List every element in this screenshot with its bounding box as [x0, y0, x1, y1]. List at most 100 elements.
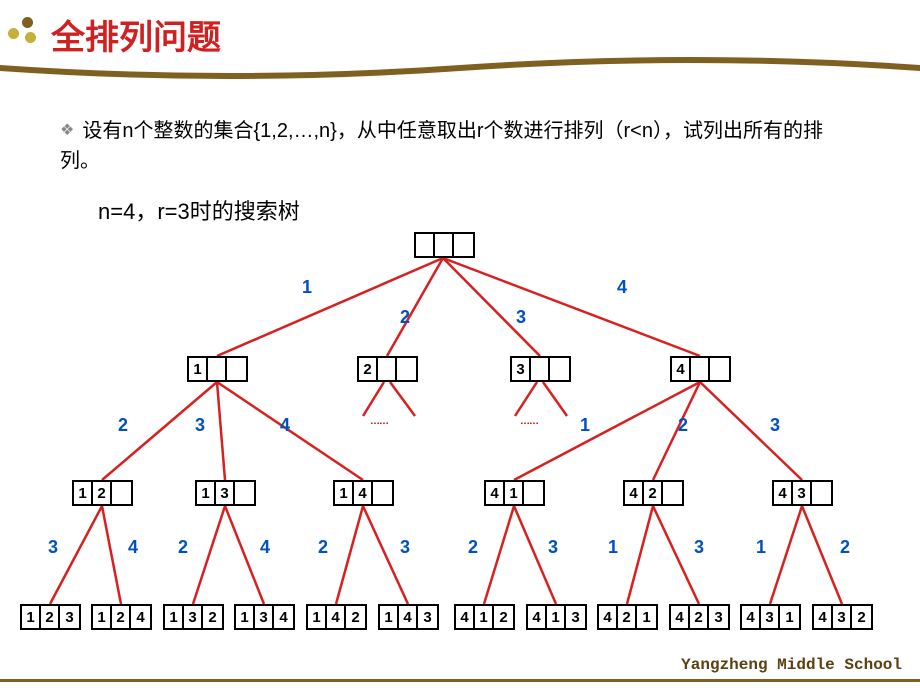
tree-cell	[112, 482, 131, 504]
tree-cell: 4	[456, 606, 475, 628]
edge-label: 2	[840, 537, 850, 558]
tree-cell	[378, 358, 397, 380]
tree-node: 431	[740, 604, 801, 630]
tree-node: 1	[187, 356, 248, 382]
edge-label: 1	[580, 415, 590, 436]
tree-cell: 4	[327, 606, 346, 628]
tree-cell	[373, 482, 392, 504]
tree-cell: 1	[380, 606, 399, 628]
tree-cell: 3	[216, 482, 235, 504]
tree-node: 142	[306, 604, 367, 630]
edge-label: 1	[608, 537, 618, 558]
tree-cell	[397, 358, 416, 380]
slide-content: ❖ 设有n个整数的集合{1,2,…,n}，从中任意取出r个数进行排列（r<n），…	[0, 68, 920, 651]
tree-cell: 4	[486, 482, 505, 504]
tree-cell	[208, 358, 227, 380]
tree-cell: 4	[399, 606, 418, 628]
tree-cell: 1	[165, 606, 184, 628]
tree-cell: 3	[184, 606, 203, 628]
tree-cell: 1	[505, 482, 524, 504]
tree-cell: 4	[671, 606, 690, 628]
tree-cell: 1	[93, 606, 112, 628]
edge-label: 4	[128, 537, 138, 558]
tree-node	[414, 232, 475, 258]
tree-cell: 2	[203, 606, 222, 628]
edge-label: 2	[118, 415, 128, 436]
tree-cell: 3	[512, 358, 531, 380]
tree-node: 3	[510, 356, 571, 382]
tree-cell: 3	[709, 606, 728, 628]
tree-cell: 1	[189, 358, 208, 380]
tree-node: 134	[234, 604, 295, 630]
tree-cell	[691, 358, 710, 380]
tree-cell	[663, 482, 682, 504]
tree-cell	[435, 234, 454, 256]
tree-cell	[524, 482, 543, 504]
edge-label: 2	[468, 537, 478, 558]
tree-cell: 2	[112, 606, 131, 628]
school-name: Yangzheng Middle School	[681, 656, 902, 674]
tree-cell: 2	[618, 606, 637, 628]
tree-node: 4	[670, 356, 731, 382]
tree-node: 2	[357, 356, 418, 382]
footer: Yangzheng Middle School	[0, 679, 920, 682]
tree-cell	[710, 358, 729, 380]
tree-cell: 1	[547, 606, 566, 628]
edge-label: 3	[400, 537, 410, 558]
tree-node: 423	[669, 604, 730, 630]
tree-cell: 2	[690, 606, 709, 628]
edge-label: 3	[516, 307, 526, 328]
tree-cell: 2	[852, 606, 871, 628]
tree-cell: 4	[742, 606, 761, 628]
edge-label: 2	[678, 415, 688, 436]
tree-cell: 4	[528, 606, 547, 628]
tree-node: 123	[20, 604, 81, 630]
tree-edges	[0, 221, 920, 651]
tree-cell: 2	[359, 358, 378, 380]
tree-node: 41	[484, 480, 545, 506]
tree-node: 132	[163, 604, 224, 630]
edge-label: 2	[400, 307, 410, 328]
tree-cell	[227, 358, 246, 380]
tree-cell: 4	[599, 606, 618, 628]
tree-node: 432	[812, 604, 873, 630]
tree-cell	[235, 482, 254, 504]
edge-label: 2	[318, 537, 328, 558]
tree-cell	[416, 234, 435, 256]
slide-title: 全排列问题	[51, 10, 221, 59]
ellipsis-icon: ……	[370, 416, 388, 427]
tree-cell: 1	[780, 606, 799, 628]
tree-node: 143	[378, 604, 439, 630]
tree-node: 43	[772, 480, 833, 506]
tree-cell	[454, 234, 473, 256]
tree-cell: 2	[41, 606, 60, 628]
edge-label: 2	[178, 537, 188, 558]
tree-cell: 1	[74, 482, 93, 504]
tree-cell: 3	[566, 606, 585, 628]
tree-cell: 3	[793, 482, 812, 504]
tree-cell: 2	[644, 482, 663, 504]
tree-cell: 1	[308, 606, 327, 628]
tree-node: 421	[597, 604, 658, 630]
tree-node: 12	[72, 480, 133, 506]
edge-label: 4	[260, 537, 270, 558]
tree-cell: 2	[346, 606, 365, 628]
tree-cell: 1	[197, 482, 216, 504]
edge-label: 4	[280, 415, 290, 436]
edge-label: 3	[770, 415, 780, 436]
tree-node: 412	[454, 604, 515, 630]
edge-label: 4	[617, 277, 627, 298]
tree-cell: 4	[814, 606, 833, 628]
ellipsis-icon: ……	[520, 416, 538, 427]
tree-cell: 3	[833, 606, 852, 628]
edge-label: 3	[48, 537, 58, 558]
tree-cell: 4	[274, 606, 293, 628]
edge-label: 3	[694, 537, 704, 558]
tree-cell: 1	[22, 606, 41, 628]
tree-cell: 4	[774, 482, 793, 504]
tree-cell: 1	[637, 606, 656, 628]
tree-node: 14	[333, 480, 394, 506]
problem-description: 设有n个整数的集合{1,2,…,n}，从中任意取出r个数进行排列（r<n），试列…	[60, 116, 860, 176]
tree-cell: 4	[672, 358, 691, 380]
tree-node: 13	[195, 480, 256, 506]
